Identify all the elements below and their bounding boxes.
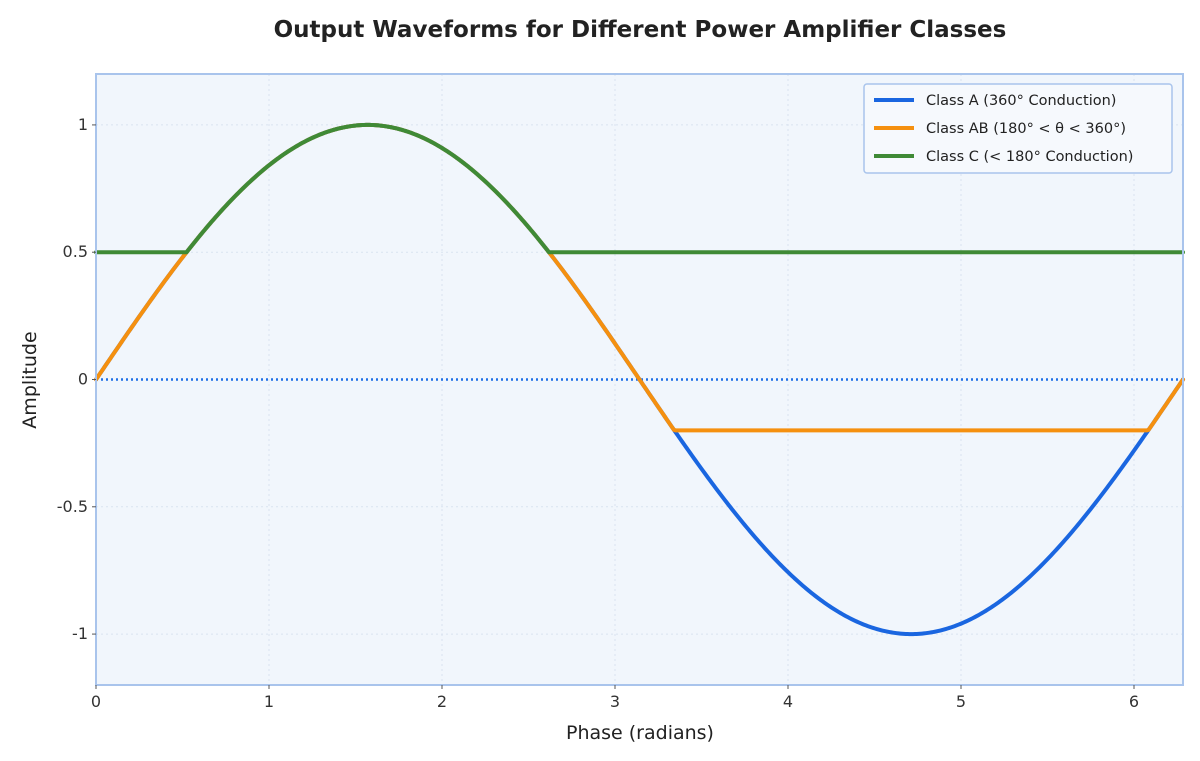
y-axis-label: Amplitude bbox=[19, 331, 41, 428]
x-tick-label: 0 bbox=[91, 692, 101, 711]
x-tick-label: 2 bbox=[437, 692, 447, 711]
x-axis-label: Phase (radians) bbox=[566, 722, 714, 744]
series-lines bbox=[94, 122, 1185, 637]
x-tick-label: 3 bbox=[610, 692, 620, 711]
series-line-class-c bbox=[94, 122, 1185, 255]
x-tick-label: 4 bbox=[783, 692, 793, 711]
legend-label: Class A (360° Conduction) bbox=[926, 93, 1116, 109]
legend-label: Class C (< 180° Conduction) bbox=[926, 149, 1133, 165]
legend-box bbox=[863, 83, 1173, 174]
legend: Class A (360° Conduction) Class AB (180° … bbox=[863, 83, 1173, 174]
legend-label: Class AB (180° < θ < 360°) bbox=[926, 121, 1126, 137]
chart-title: Output Waveforms for Different Power Amp… bbox=[274, 17, 1007, 43]
y-tick-label: 1 bbox=[78, 115, 88, 134]
y-tick-label: 0.5 bbox=[63, 242, 88, 261]
x-axis-ticks: 0 1 2 3 4 5 6 bbox=[91, 685, 1139, 711]
x-tick-label: 5 bbox=[956, 692, 966, 711]
x-tick-label: 6 bbox=[1129, 692, 1139, 711]
y-tick-label: 0 bbox=[78, 370, 88, 389]
y-axis-ticks: -1 -0.5 0 0.5 1 bbox=[57, 115, 96, 643]
y-tick-label: -0.5 bbox=[57, 497, 88, 516]
y-tick-label: -1 bbox=[72, 624, 88, 643]
x-tick-label: 1 bbox=[264, 692, 274, 711]
